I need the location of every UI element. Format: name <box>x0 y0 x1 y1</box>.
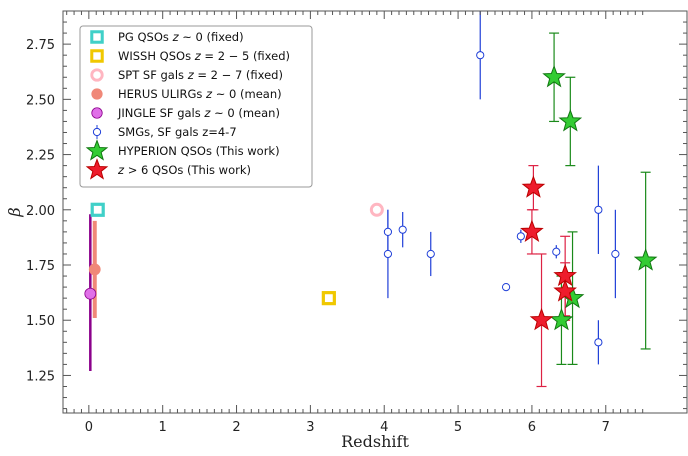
y-tick-label: 2.00 <box>26 204 55 219</box>
legend-text-part: ~ 0 (fixed) <box>179 30 244 44</box>
legend-text-part: PG QSOs <box>118 30 173 44</box>
legend-text-part: JINGLE SF gals <box>117 106 204 120</box>
x-tick-label: 3 <box>306 420 314 435</box>
smg-point-5 <box>501 282 511 292</box>
x-tick-label: 0 <box>85 420 93 435</box>
legend-box <box>79 25 313 188</box>
y-tick-label: 2.75 <box>26 38 55 53</box>
smg-point-4 <box>476 51 485 60</box>
legend-marker-spt <box>90 68 104 82</box>
legend-text-part: SPT SF gals <box>118 68 188 82</box>
legend-marker-wissh <box>90 49 104 63</box>
legend-text-part: z <box>117 163 125 177</box>
legend-text-part: = 2 − 5 (fixed) <box>201 49 290 63</box>
x-tick-label: 1 <box>159 420 167 435</box>
z6-point-0 <box>521 175 546 198</box>
legend-text-part: > 6 QSOs (This work) <box>124 163 251 177</box>
legend-text-part: z <box>172 30 180 44</box>
legend-text-part: z <box>194 49 202 63</box>
y-tick-label: 1.25 <box>26 369 55 384</box>
legend-text-part: HYPERION QSOs (This work) <box>118 144 280 158</box>
legend-text-part: ~ 0 (mean) <box>210 106 280 120</box>
legend-text-part: z <box>187 68 195 82</box>
wissh-point-0 <box>321 291 336 306</box>
x-tick-label: 7 <box>602 420 610 435</box>
y-tick-label: 1.75 <box>26 259 55 274</box>
smg-point-7 <box>552 247 561 256</box>
smg-point-10 <box>611 249 620 259</box>
legend-text-part: SMGs, SF gals z=4-7 <box>118 125 237 139</box>
y-tick-label: 2.50 <box>26 93 55 108</box>
legend-marker-z6 <box>85 158 109 180</box>
x-tick-label: 5 <box>454 420 462 435</box>
markers-layer <box>84 51 658 347</box>
smg-point-0 <box>383 249 393 259</box>
hyperion-point-1 <box>558 109 583 132</box>
y-tick-label: 1.50 <box>26 314 55 329</box>
smg-point-1 <box>383 227 393 236</box>
smg-point-9 <box>594 338 603 347</box>
jingle-point-0 <box>84 287 97 300</box>
herus-point-0 <box>88 263 101 276</box>
legend-text-part: z <box>203 106 211 120</box>
legend-entry-hyperion: HYPERION QSOs (This work) <box>118 144 280 158</box>
hyperion-point-2 <box>549 307 574 331</box>
legend-entry-pg: PG QSOs z ~ 0 (fixed) <box>118 30 244 44</box>
spt-point-0 <box>369 202 384 217</box>
legend-text-part: HERUS ULIRGs <box>118 87 206 101</box>
z6-point-1 <box>520 219 544 242</box>
legend-text-part: ~ 0 (mean) <box>212 87 282 101</box>
smg-point-8 <box>594 205 603 214</box>
z6-point-3 <box>529 307 554 331</box>
pg-point-0 <box>90 202 105 217</box>
smg-point-3 <box>426 249 435 259</box>
legend-entry-z6: z > 6 QSOs (This work) <box>117 163 251 177</box>
ticks-layer <box>63 10 687 413</box>
legend-entry-jingle: JINGLE SF gals z ~ 0 (mean) <box>117 106 280 120</box>
smg-point-6 <box>516 232 525 241</box>
x-tick-label: 2 <box>232 420 240 435</box>
tick-labels-layer: 0 1 2 3 4 5 6 7 1.25 1.50 1.75 2.00 2.25 2.50 2.75 <box>26 38 610 435</box>
legend-entry-spt: SPT SF gals z = 2 − 7 (fixed) <box>118 68 283 82</box>
legend-marker-pg <box>90 30 104 44</box>
hyperion-point-4 <box>633 248 658 271</box>
legend-text-part: z <box>205 87 213 101</box>
legend-entry-herus: HERUS ULIRGs z ~ 0 (mean) <box>118 87 282 101</box>
legend-entry-smg: SMGs, SF gals z=4-7 <box>118 125 237 139</box>
z6-point-4 <box>553 279 577 302</box>
x-tick-label: 4 <box>380 420 388 435</box>
legend-entry-wissh: WISSH QSOs z = 2 − 5 (fixed) <box>118 49 290 63</box>
legend: PG QSOs z ~ 0 (fixed) WISSH QSOs z = 2 − … <box>79 25 313 188</box>
x-axis-title: Redshift <box>341 432 409 451</box>
hyperion-point-0 <box>542 64 566 88</box>
plot-frame <box>62 10 688 414</box>
legend-marker-herus <box>91 88 103 100</box>
y-tick-label: 2.25 <box>26 149 55 164</box>
legend-text-part: WISSH QSOs <box>118 49 195 63</box>
legend-marker-smg-top <box>92 127 102 137</box>
legend-marker-hyperion <box>85 139 109 161</box>
x-tick-label: 6 <box>528 420 536 435</box>
smg-point-2 <box>398 225 407 234</box>
legend-text-part: = 2 − 7 (fixed) <box>194 68 283 82</box>
y-axis-title: β <box>5 207 24 217</box>
legend-marker-jingle <box>91 107 103 119</box>
